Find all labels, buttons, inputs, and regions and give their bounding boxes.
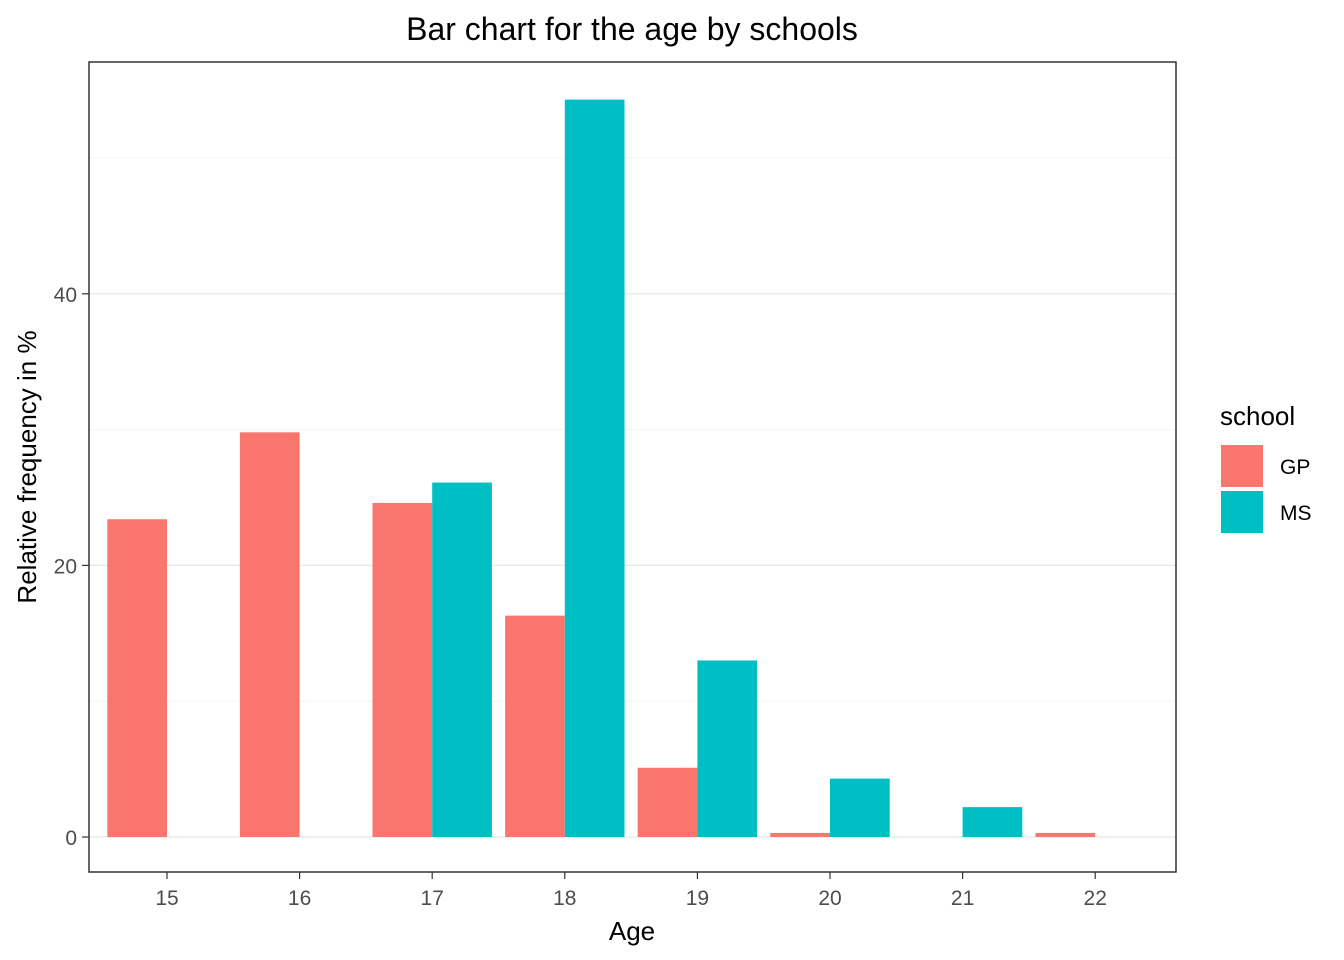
x-tick-label: 22 <box>1084 887 1107 910</box>
bar-ms-18 <box>564 99 625 837</box>
x-tick-label: 17 <box>421 887 444 910</box>
x-tick-label: 20 <box>818 887 841 910</box>
legend-label-gp: GP <box>1280 456 1310 479</box>
legend-label-ms: MS <box>1280 502 1312 525</box>
bar-ms-17 <box>432 482 492 837</box>
legend-key-gp <box>1221 445 1263 487</box>
y-tick-label: 20 <box>54 555 77 578</box>
bar-gp-15 <box>107 519 167 837</box>
x-tick-label: 16 <box>288 887 311 910</box>
bar-gp-20 <box>770 832 830 837</box>
x-axis-title: Age <box>609 916 655 946</box>
x-tick-label: 19 <box>686 887 709 910</box>
bar-gp-19 <box>637 767 698 837</box>
legend: school GP MS <box>1220 401 1312 533</box>
bar-ms-20 <box>830 778 890 837</box>
x-tick-label: 21 <box>951 887 974 910</box>
panel-border <box>88 61 1177 873</box>
y-axis-title: Relative frequency in % <box>12 330 42 603</box>
x-axis: 15 16 17 18 19 20 21 22 <box>155 872 1107 910</box>
bar-gp-16 <box>239 432 300 837</box>
bar-ms-19 <box>697 660 758 837</box>
chart-title: Bar chart for the age by schools <box>406 11 858 47</box>
y-axis: 0 20 40 <box>54 284 89 850</box>
bar-gp-18 <box>505 615 565 837</box>
bar-gp-22 <box>1035 832 1096 837</box>
bar-gp-17 <box>372 502 433 837</box>
x-tick-label: 15 <box>155 887 178 910</box>
legend-title: school <box>1220 401 1295 431</box>
x-tick-label: 18 <box>553 887 576 910</box>
y-tick-label: 0 <box>65 827 77 850</box>
legend-key-ms <box>1221 491 1263 533</box>
bar-ms-21 <box>962 807 1023 837</box>
y-tick-label: 40 <box>54 284 77 307</box>
bars <box>107 99 1096 837</box>
